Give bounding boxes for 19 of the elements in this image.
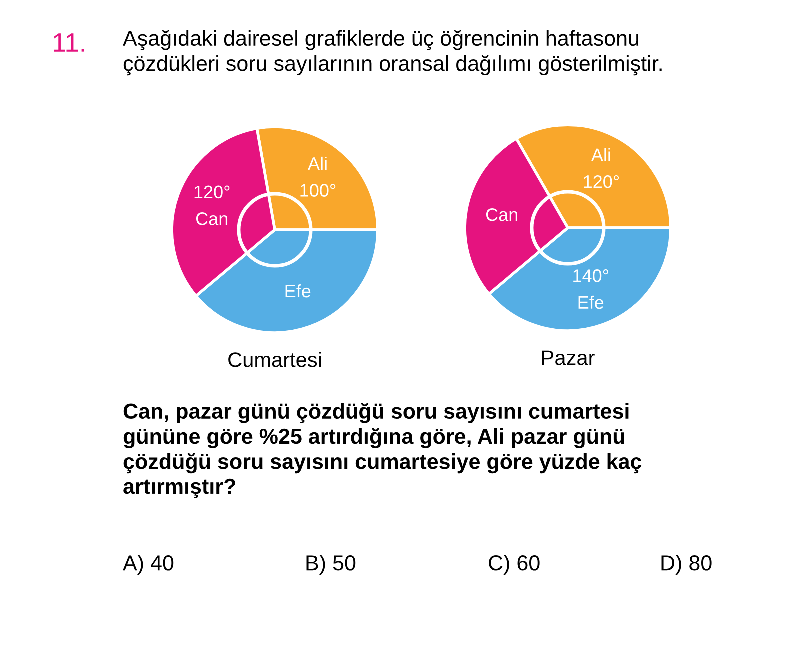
data-label: 120° [194,186,230,199]
text: Can, pazar günü çözdüğü soru sayısını cumartesi gününe göre %25 artırdığına göre, Ali pazar günü çözdüğü soru sayısını cumartesiye göre yüzde kaç artırmıştır? [124,403,642,498]
text: C) 60 [489,554,540,576]
text: B) 50 [306,554,356,576]
text: Aşağıdaki dairesel grafiklerde üç öğrencinin haftasonu çözdükleri soru sayılarının oransal dağılımı gösterilmiştir. [123,30,662,76]
slice-label: Can [196,212,228,226]
text: 11. [54,34,84,52]
slice-label: Can [486,208,518,222]
slice-label: Efe [578,296,604,310]
text: A) 40 [123,554,174,576]
data-label: 120° [584,175,620,188]
text: Cumartesi [228,352,322,368]
slice-label: Ali [591,148,610,162]
data-label: 100° [300,184,336,197]
data-label: 140° [574,270,608,282]
slice-label: Ali [308,156,327,170]
text: Pazar [542,350,595,366]
slice-label: Efe [286,284,311,298]
text: D) 80 [662,554,712,576]
